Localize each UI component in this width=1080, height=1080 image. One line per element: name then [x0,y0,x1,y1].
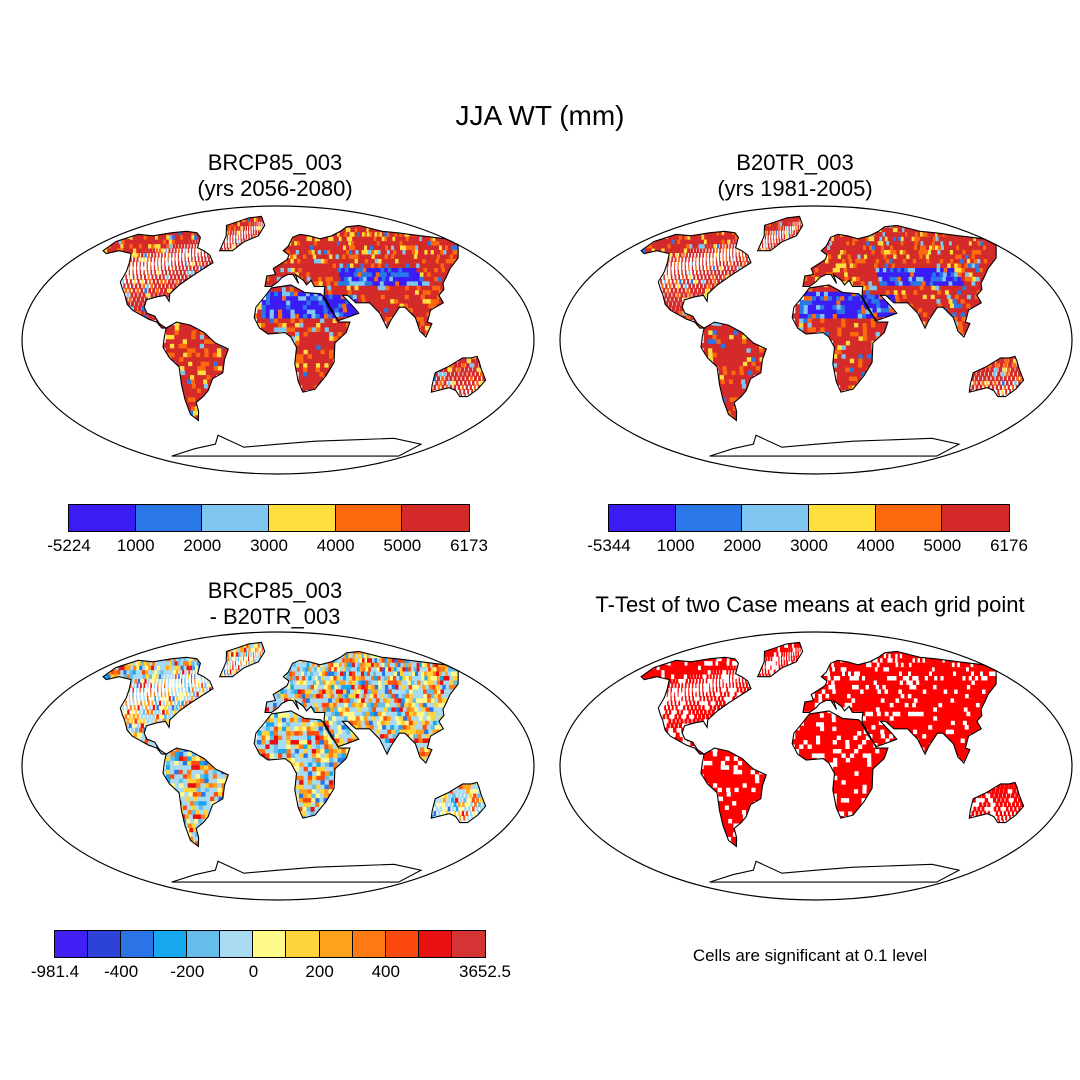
coastline-greenland [218,641,266,678]
colorbar-swatch [135,505,203,531]
colorbar-tick-label: 5000 [383,536,422,555]
colorbar-future [68,504,470,532]
panel2-title-line1: B20TR_003 [736,150,854,175]
panel1-title-line2: (yrs 2056-2080) [197,176,353,201]
coastline-eurasia [264,650,459,764]
colorbar-swatch [286,931,320,957]
colorbar-swatch [268,505,336,531]
coastline-eurasia [802,650,997,764]
colorbar-swatch [352,931,386,957]
colorbar-historical [608,504,1010,532]
colorbar-tick-label: -5344 [587,536,631,555]
colorbar-swatch [742,505,809,531]
colorbar-tick-label: -981.4 [30,962,80,981]
colorbar-swatch [202,505,269,531]
panel2-title: B20TR_003 (yrs 1981-2005) [640,150,950,202]
coastline-antarctica [709,860,961,883]
panel1-title-line1: BRCP85_003 [207,150,343,175]
coastline-australia [430,355,487,398]
colorbar-tick-label: 1000 [656,536,695,555]
figure-title: JJA WT (mm) [455,100,625,131]
colorbar-swatch [418,931,452,957]
map-frame [559,205,1073,475]
colorbar-tick-label: 3000 [250,536,288,555]
panel2-title-line2: (yrs 1981-2005) [717,176,873,201]
colorbar-tick-label: 2000 [723,536,762,555]
coastline-antarctica [709,434,961,457]
map-frame [21,205,535,475]
colorbar-swatch [942,505,1009,531]
coastline-samerica [700,321,767,422]
colorbar-swatch [253,931,287,957]
coastline-namerica [102,230,214,329]
coastline-namerica [640,230,752,329]
coastline-australia [430,781,487,824]
colorbar-tick-label: 0 [248,962,259,981]
coastline-namerica [102,656,214,755]
colorbar-swatch [402,505,469,531]
map-frame [21,631,535,901]
colorbar-swatch [875,505,943,531]
colorbar-tick-label: 4000 [856,536,895,555]
coastline-namerica [640,656,752,755]
coastline-greenland [218,215,266,252]
colorbar-tick-label: 3652.5 [459,962,511,981]
map-panel-difference [21,631,535,901]
colorbar-swatch [88,931,122,957]
coastline-australia [968,781,1025,824]
panel4-title: T-Test of two Case means at each grid po… [540,592,1080,618]
coastline-africa [253,284,351,393]
colorbar-difference [54,930,486,958]
colorbar-tick-label: -5224 [47,536,91,555]
coastline-africa [791,284,889,393]
coastline-samerica [162,747,229,848]
map-panel-historical [559,205,1073,475]
colorbar-tick-label: -200 [170,962,205,981]
colorbar-swatch [451,931,485,957]
panel3-title-line2: - B20TR_003 [209,604,341,629]
coastline-greenland [756,215,804,252]
coastline-eurasia [264,224,459,338]
map-panel-future [21,205,535,475]
coastline-eurasia [802,224,997,338]
coastline-samerica [162,321,229,422]
colorbar-swatch [187,931,221,957]
colorbar-swatch [335,505,403,531]
colorbar-swatch [55,931,89,957]
panel4-title-line1: T-Test of two Case means at each grid po… [595,592,1025,617]
panel1-title: BRCP85_003 (yrs 2056-2080) [120,150,430,202]
significance-note: Cells are significant at 0.1 level [692,946,928,965]
coastline-australia [968,355,1025,398]
colorbar-swatch [220,931,254,957]
coastline-greenland [756,641,804,678]
colorbar-swatch [385,931,419,957]
colorbar-tick-label: -400 [104,962,139,981]
colorbar-tick-label: 3000 [790,536,828,555]
colorbar-swatch [154,931,188,957]
colorbar-tick-label: 400 [371,962,400,981]
colorbar-swatch [609,505,676,531]
land-field [104,642,486,846]
colorbar-tick-label: 6173 [450,536,488,555]
colorbar-swatch [319,931,353,957]
colorbar-tick-label: 2000 [183,536,222,555]
colorbar-tick-label: 5000 [923,536,962,555]
colorbar-swatch [808,505,876,531]
coastline-samerica [700,747,767,848]
colorbar-swatch [121,931,155,957]
panel3-title-line1: BRCP85_003 [207,578,343,603]
panel3-title: BRCP85_003 - B20TR_003 [120,578,430,630]
coastline-africa [253,710,351,819]
colorbar-tick-label: 6176 [990,536,1028,555]
coastline-antarctica [171,860,423,883]
colorbar-swatch [675,505,743,531]
colorbar-swatch [69,505,136,531]
colorbar-tick-label: 4000 [316,536,355,555]
colorbar-tick-label: 1000 [116,536,155,555]
colorbar-tick-label: 200 [305,962,334,981]
map-frame [559,631,1073,901]
coastline-antarctica [171,434,423,457]
coastline-africa [791,710,889,819]
map-panel-ttest [559,631,1073,901]
